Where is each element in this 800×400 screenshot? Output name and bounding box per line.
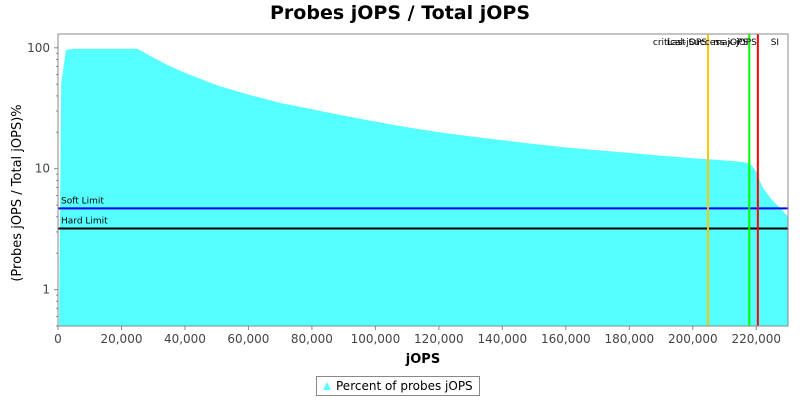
axes: 0 20,000 40,000 60,000 80,000 100,000 120,000 1…	[27, 33, 789, 346]
legend-swatch-icon	[323, 382, 331, 390]
marker-label-si: SI	[771, 38, 779, 48]
x-tick-label: 0	[54, 332, 62, 346]
x-tick-label: 40,000	[164, 332, 206, 346]
legend-label: Percent of probes jOPS	[336, 379, 473, 393]
x-axis-title: jOPS	[405, 352, 440, 367]
y-axis-title: (Probes jOPS / Total jOPS)%	[10, 104, 25, 281]
chart-title: Probes jOPS / Total jOPS	[270, 2, 530, 24]
x-tick-label: 200,000	[668, 332, 718, 346]
y-tick-label: 10	[35, 162, 50, 176]
marker-label-last-success-jops: Last Success jOPS	[667, 38, 749, 48]
y-tick-label: 1	[42, 283, 50, 297]
x-tick-label: 160,000	[541, 332, 591, 346]
limit-label-soft-limit: Soft Limit	[61, 196, 104, 206]
series-area-percent-probes-jops	[59, 48, 788, 327]
x-tick-label: 180,000	[604, 332, 654, 346]
y-tick-label: 100	[27, 41, 50, 55]
marker-label-max-jops: max-jOPS	[713, 38, 757, 48]
x-tick-label: 20,000	[100, 332, 142, 346]
x-tick-label: 100,000	[351, 332, 401, 346]
x-tick-label: 60,000	[227, 332, 269, 346]
x-tick-label: 220,000	[731, 332, 781, 346]
legend: Percent of probes jOPS	[316, 376, 480, 396]
x-tick-label: 140,000	[478, 332, 528, 346]
x-tick-label: 80,000	[291, 332, 333, 346]
x-tick-label: 120,000	[414, 332, 464, 346]
marker-label-critical-jops: critical-jOPS	[653, 38, 707, 48]
limit-label-hard-limit: Hard Limit	[61, 217, 108, 227]
